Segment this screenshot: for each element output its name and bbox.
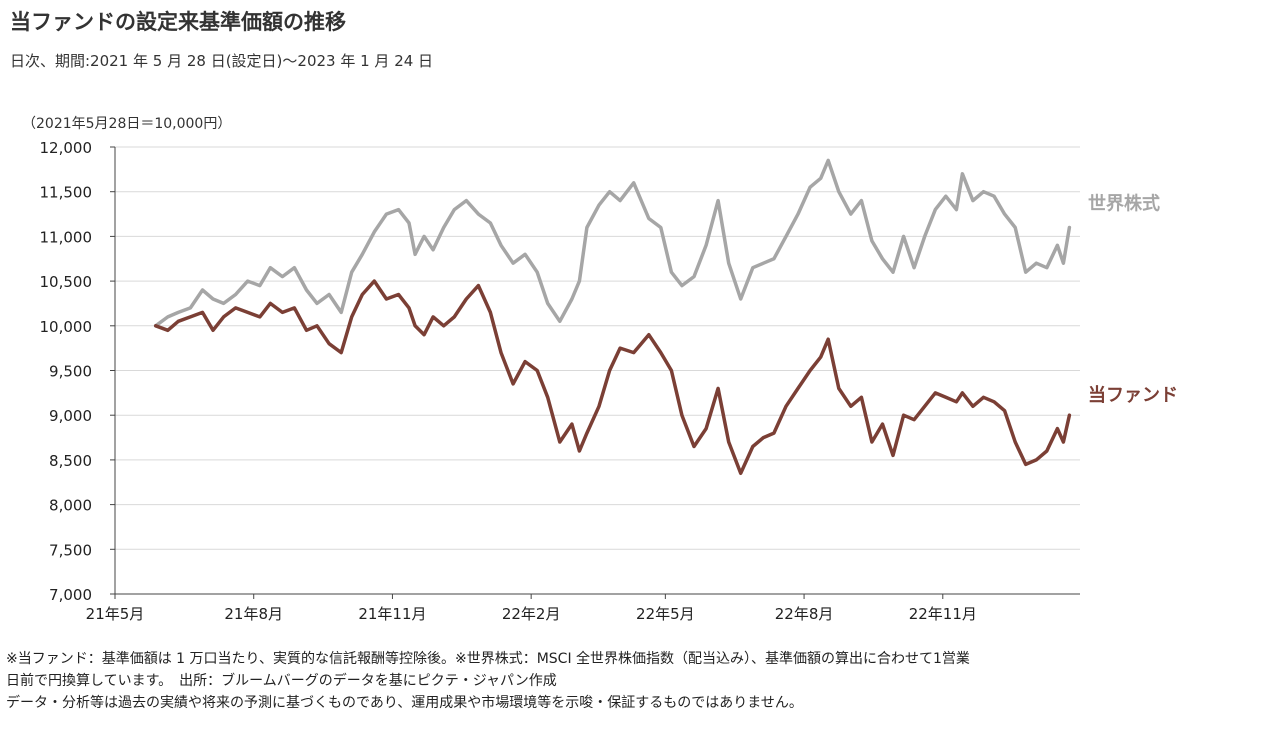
y-tick-label: 10,500 — [40, 273, 93, 291]
y-tick-label: 8,500 — [49, 452, 92, 470]
chart-title: 当ファンドの設定来基準価額の推移 — [10, 10, 346, 34]
series-lines — [153, 158, 1072, 476]
y-tick-label: 11,000 — [40, 228, 93, 246]
grid-lines — [115, 146, 1080, 550]
y-tick-label: 7,500 — [49, 541, 92, 559]
y-tick-label: 7,000 — [49, 586, 92, 604]
y-axis-ticks: 7,000 7,500 8,000 8,500 9,000 9,500 10,000 10,5… — [40, 139, 115, 604]
x-axis-ticks: 21年5月 21年8月 21年11月 22年2月 22年5月 22年8月 22年11月 — [86, 594, 977, 623]
chart-subtitle: 日次、期間:2021 年 5 月 28 日(設定日)～2023 年 1 月 24… — [10, 52, 434, 70]
y-tick-label: 12,000 — [40, 139, 93, 157]
footnote-line: データ・分析等は過去の実績や将来の予測に基づくものであり、運用成果や市場環境等を… — [6, 695, 803, 711]
series-label: 世界株式 — [1088, 192, 1160, 214]
footnote-line: 日前で円換算しています。 出所：ブルームバーグのデータを基にピクテ・ジャパン作成 — [6, 673, 557, 689]
footnote-line: ※当ファンド：基準価額は 1 万口当たり、実質的な信託報酬等控除後。※世界株式：… — [6, 651, 970, 667]
series-line-world-equity — [153, 158, 1072, 328]
x-tick-label: 22年2月 — [502, 605, 561, 623]
series-line-fund — [153, 279, 1072, 476]
x-tick-label: 22年8月 — [775, 605, 834, 623]
y-tick-label: 11,500 — [40, 184, 93, 202]
x-tick-label: 21年8月 — [224, 605, 283, 623]
x-tick-label: 21年5月 — [86, 605, 145, 623]
x-tick-label: 22年11月 — [909, 605, 977, 623]
y-tick-label: 8,000 — [49, 497, 92, 515]
y-tick-label: 10,000 — [40, 318, 93, 336]
series-label: 当ファンド — [1088, 384, 1178, 406]
x-tick-label: 21年11月 — [358, 605, 426, 623]
x-tick-label: 22年5月 — [636, 605, 695, 623]
y-axis-unit-note: （2021年5月28日＝10,000円） — [22, 116, 231, 132]
line-chart: （2021年5月28日＝10,000円） 7,000 7,500 8,000 8,50… — [22, 116, 1178, 623]
y-tick-label: 9,000 — [49, 407, 92, 425]
footnotes: ※当ファンド：基準価額は 1 万口当たり、実質的な信託報酬等控除後。※世界株式：… — [6, 648, 1256, 714]
y-tick-label: 9,500 — [49, 363, 92, 381]
